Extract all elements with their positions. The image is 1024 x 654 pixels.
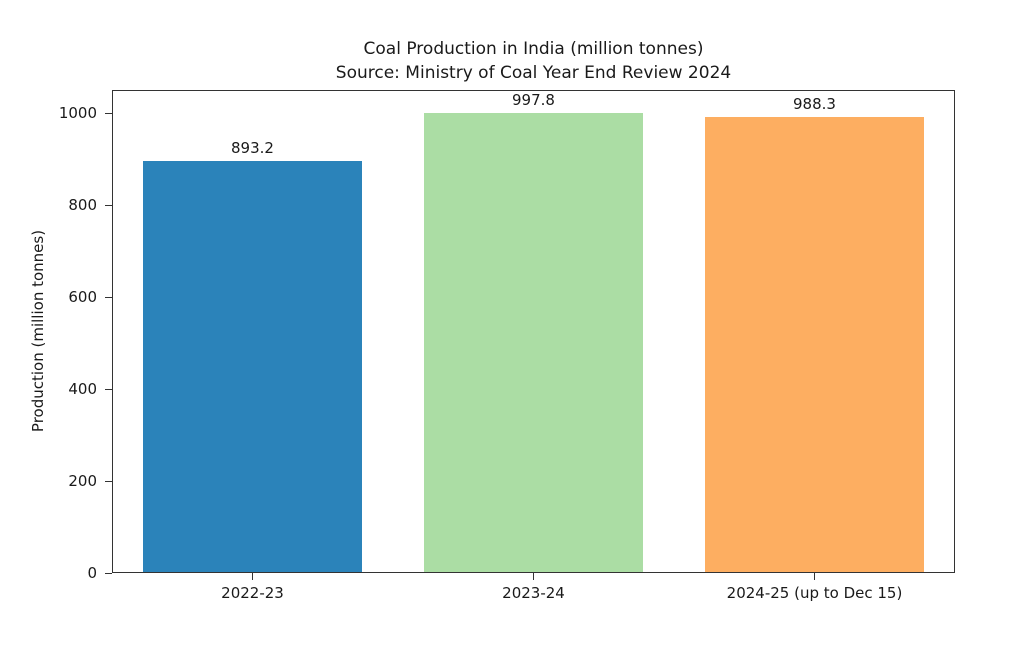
y-tick-label: 1000: [58, 104, 97, 122]
y-tick-label: 200: [68, 472, 97, 490]
x-tick-label: 2024-25 (up to Dec 15): [726, 584, 903, 602]
bar-value-label: 988.3: [793, 95, 836, 114]
y-tick-mark: [105, 204, 112, 206]
y-tick-mark: [105, 572, 112, 574]
bar-value-label: 997.8: [512, 91, 555, 109]
x-tick-label: 2023-24: [502, 584, 565, 602]
bar: [423, 113, 644, 572]
chart-title-text: Coal Production in India (million tonnes…: [363, 39, 704, 59]
y-tick-mark: [105, 296, 112, 298]
y-tick-label: 600: [68, 288, 97, 306]
chart-subtitle-text: Source: Ministry of Coal Year End Review…: [335, 63, 732, 83]
x-tick-mark: [533, 573, 534, 580]
x-tick-mark: [814, 573, 815, 580]
y-axis-title: Production (million tonnes): [29, 229, 47, 433]
bar-value-label: 893.2: [231, 139, 274, 158]
chart-title: Coal Production in India (million tonnes…: [112, 37, 955, 85]
y-tick-mark: [105, 112, 112, 114]
bar: [704, 117, 925, 572]
bar: [142, 161, 363, 572]
x-tick-mark: [252, 573, 253, 580]
x-tick-label: 2022-23: [221, 584, 284, 602]
y-tick-mark: [105, 480, 112, 482]
y-tick-label: 0: [87, 564, 97, 582]
y-tick-label: 400: [68, 380, 97, 398]
y-tick-mark: [105, 388, 112, 390]
y-tick-label: 800: [68, 196, 97, 214]
